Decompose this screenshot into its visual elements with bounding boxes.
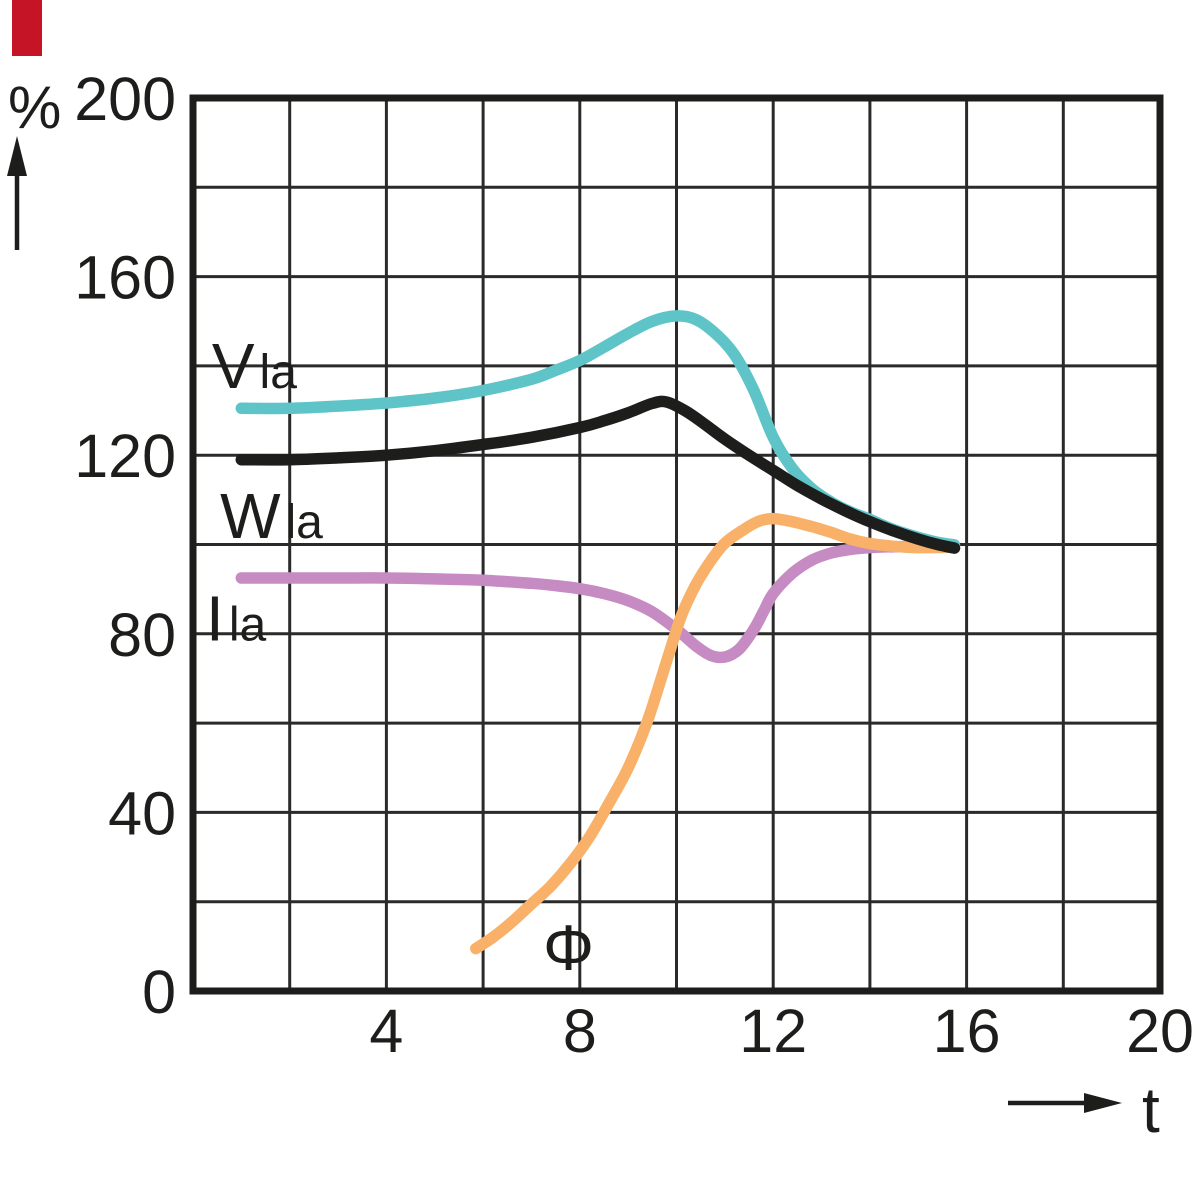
- y-axis-unit-label: %: [8, 74, 61, 141]
- x-tick-label-20: 20: [1126, 997, 1194, 1065]
- y-tick-labels: 0 40 80 120 160 200: [74, 65, 176, 1026]
- curves: [235, 310, 961, 955]
- curve-Phi: [470, 512, 961, 955]
- x-tick-label-12: 12: [739, 997, 807, 1065]
- x-tick-label-4: 4: [369, 997, 403, 1065]
- x-axis-arrow-icon: [1008, 1093, 1122, 1113]
- y-tick-label-0: 0: [142, 958, 176, 1026]
- corner-logo-mark: [12, 0, 42, 56]
- y-tick-label-160: 160: [74, 244, 176, 312]
- y-tick-label-120: 120: [74, 422, 176, 490]
- curve-I_la: [235, 540, 961, 664]
- x-tick-label-8: 8: [563, 997, 597, 1065]
- curve-label-Phi: Φ: [543, 912, 594, 984]
- y-tick-label-80: 80: [108, 601, 176, 669]
- x-tick-labels: 4 8 12 16 20: [369, 997, 1193, 1065]
- curve-W_la: [235, 395, 961, 554]
- x-tick-label-16: 16: [933, 997, 1001, 1065]
- x-axis-unit-label: t: [1142, 1074, 1160, 1146]
- plot-border: [189, 94, 1164, 995]
- y-tick-label-40: 40: [108, 779, 176, 847]
- grid-lines: [193, 98, 1160, 991]
- y-axis-arrow-icon: [7, 136, 27, 250]
- y-tick-label-200: 200: [74, 65, 176, 133]
